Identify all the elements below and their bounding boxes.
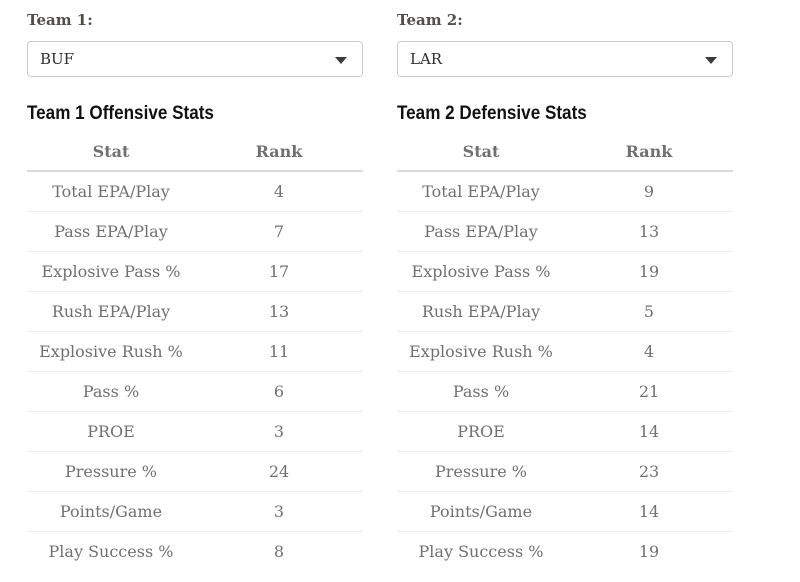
team1-label: Team 1: xyxy=(27,11,93,29)
table-row: Pass % 6 xyxy=(27,371,363,412)
team2-defense-title: Team 2 Defensive Stats xyxy=(397,103,587,124)
stat-cell: Pass EPA/Play xyxy=(27,211,195,252)
rank-cell: 13 xyxy=(195,291,363,332)
table-row: Explosive Rush % 4 xyxy=(397,331,733,372)
table-row: Total EPA/Play 9 xyxy=(397,171,733,212)
stat-cell: Explosive Pass % xyxy=(397,251,565,292)
stat-cell: Points/Game xyxy=(27,491,195,532)
team1-offense-table-body: Total EPA/Play 4 Pass EPA/Play 7 Explosive P… xyxy=(27,171,363,571)
team1-offense-table: Stat Rank Total EPA/Play 4 Pass EPA/Play 7 E… xyxy=(27,137,363,571)
stat-cell: Pass EPA/Play xyxy=(397,211,565,252)
table-row: Pass % 21 xyxy=(397,371,733,412)
table-row: Play Success % 19 xyxy=(397,532,733,572)
rank-cell: 13 xyxy=(565,211,733,252)
team1-select[interactable]: BUF xyxy=(27,41,363,77)
table-row: Explosive Pass % 19 xyxy=(397,251,733,292)
table-row: Total EPA/Play 4 xyxy=(27,171,363,212)
rank-cell: 21 xyxy=(565,371,733,412)
stat-cell: Play Success % xyxy=(418,542,544,561)
stat-cell: PROE xyxy=(397,411,565,452)
rank-cell: 3 xyxy=(195,491,363,532)
table-row: Explosive Pass % 17 xyxy=(27,251,363,292)
table-row: Points/Game 3 xyxy=(27,491,363,532)
stat-cell: Total EPA/Play xyxy=(27,171,195,212)
stat-cell: Points/Game xyxy=(397,491,565,532)
table-row: Play Success % 8 xyxy=(27,532,363,572)
team2-column: Team 2: LAR Team 2 Defensive Stats Stat … xyxy=(397,12,733,571)
team1-selected-value: BUF xyxy=(40,50,75,68)
rank-cell: 4 xyxy=(565,331,733,372)
chevron-down-icon xyxy=(335,57,347,64)
table-row: PROE 3 xyxy=(27,411,363,452)
stat-cell: Pass % xyxy=(397,371,565,412)
team2-select[interactable]: LAR xyxy=(397,41,733,77)
team2-defense-table-body: Total EPA/Play 9 Pass EPA/Play 13 Explosive … xyxy=(397,171,733,571)
table-header-row: Stat Rank xyxy=(397,137,733,172)
rank-cell: 6 xyxy=(195,371,363,412)
rank-cell: 24 xyxy=(195,451,363,492)
team1-column: Team 1: BUF Team 1 Offensive Stats Stat … xyxy=(27,12,363,571)
rank-cell: 14 xyxy=(565,491,733,532)
table-row: Pass EPA/Play 13 xyxy=(397,211,733,252)
stat-cell: Explosive Rush % xyxy=(397,331,565,372)
stat-column-header: Stat xyxy=(27,137,195,172)
stat-cell: Rush EPA/Play xyxy=(397,291,565,332)
rank-cell: 17 xyxy=(195,251,363,292)
rank-cell: 9 xyxy=(565,171,733,212)
stat-cell: Explosive Pass % xyxy=(27,251,195,292)
table-header-row: Stat Rank xyxy=(27,137,363,172)
table-row: Rush EPA/Play 13 xyxy=(27,291,363,332)
team1-offense-title: Team 1 Offensive Stats xyxy=(27,103,214,124)
stat-cell: Total EPA/Play xyxy=(397,171,565,212)
rank-cell: 4 xyxy=(195,171,363,212)
table-row: Pass EPA/Play 7 xyxy=(27,211,363,252)
rank-cell: 19 xyxy=(638,542,660,561)
table-row: PROE 14 xyxy=(397,411,733,452)
table-row: Pressure % 24 xyxy=(27,451,363,492)
stat-cell: Pressure % xyxy=(27,451,195,492)
team2-label: Team 2: xyxy=(397,11,463,29)
stat-cell: Pass % xyxy=(27,371,195,412)
stat-cell: Rush EPA/Play xyxy=(27,291,195,332)
table-row: Points/Game 14 xyxy=(397,491,733,532)
rank-cell: 7 xyxy=(195,211,363,252)
rank-cell: 8 xyxy=(273,542,285,561)
stat-cell: Pressure % xyxy=(397,451,565,492)
rank-column-header: Rank xyxy=(195,137,363,172)
rank-cell: 5 xyxy=(565,291,733,332)
rank-cell: 11 xyxy=(195,331,363,372)
rank-cell: 14 xyxy=(565,411,733,452)
stat-cell: PROE xyxy=(27,411,195,452)
stat-cell: Explosive Rush % xyxy=(27,331,195,372)
rank-cell: 19 xyxy=(565,251,733,292)
rank-column-header: Rank xyxy=(565,137,733,172)
rank-cell: 3 xyxy=(195,411,363,452)
stat-cell: Play Success % xyxy=(48,542,174,561)
table-row: Explosive Rush % 11 xyxy=(27,331,363,372)
chevron-down-icon xyxy=(705,57,717,64)
stat-column-header: Stat xyxy=(397,137,565,172)
rank-cell: 23 xyxy=(565,451,733,492)
table-row: Rush EPA/Play 5 xyxy=(397,291,733,332)
team2-defense-table: Stat Rank Total EPA/Play 9 Pass EPA/Play 13… xyxy=(397,137,733,571)
table-row: Pressure % 23 xyxy=(397,451,733,492)
team2-selected-value: LAR xyxy=(410,50,443,68)
